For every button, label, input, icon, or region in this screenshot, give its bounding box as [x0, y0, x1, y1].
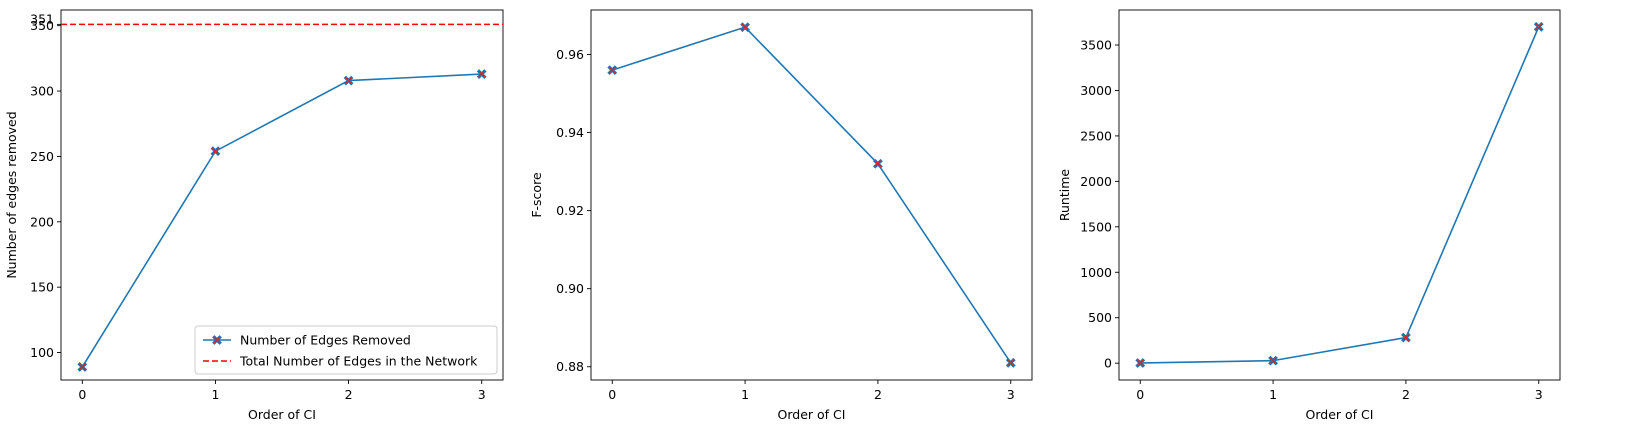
x-tick-label: 3	[1535, 387, 1543, 402]
y-tick-label: 1500	[1080, 219, 1112, 234]
data-point	[740, 22, 750, 33]
chart-panel-3: 0 500 1000 1500 2000 2500 3000 3500 0 1 2 3 Order of…	[1057, 9, 1561, 422]
y-tick-label: 200	[30, 214, 54, 229]
y-tick-label: 2500	[1080, 128, 1112, 143]
y-tick-label: 250	[30, 149, 54, 164]
series-line	[1140, 26, 1540, 364]
legend-box	[194, 325, 498, 375]
legend: Number of Edges Removed Total Number of E…	[194, 325, 498, 375]
data-point	[77, 362, 88, 372]
y-tick-label: 3500	[1080, 38, 1112, 53]
axes-frame	[590, 9, 1033, 381]
data-point	[1401, 332, 1411, 343]
data-point	[607, 65, 618, 76]
x-tick-label: 1	[1269, 387, 1277, 402]
x-tick-label: 3	[478, 387, 486, 402]
data-point	[1268, 355, 1278, 366]
y-tick-label: 100	[30, 345, 54, 360]
y-tick-label: 0.88	[556, 359, 584, 374]
y-tick-label: 0.90	[556, 281, 584, 296]
x-axis-label: Order of CI	[1306, 407, 1374, 422]
axes-frame	[60, 9, 504, 381]
y-axis-label: F-score	[529, 172, 544, 218]
x-tick-label: 0	[1136, 387, 1144, 402]
data-point	[476, 69, 487, 79]
data-point	[210, 146, 221, 157]
x-tick-label: 2	[345, 387, 353, 402]
x-axis-label: Order of CI	[248, 407, 316, 422]
data-point	[1533, 21, 1544, 32]
y-tick-label: 300	[30, 84, 54, 99]
y-tick-label: 2000	[1080, 174, 1112, 189]
y-tick-label: 0.96	[556, 47, 584, 62]
y-tick-label: 3000	[1080, 83, 1112, 98]
x-tick-label: 2	[1402, 387, 1410, 402]
y-axis-label: Runtime	[1057, 169, 1072, 222]
data-point	[1005, 357, 1016, 368]
y-tick-label: 350	[30, 18, 54, 33]
chart-panel-2: 0.88 0.90 0.92 0.94 0.96 0 1 2 3 Order of CI F-sco…	[529, 9, 1033, 422]
y-tick-label: 500	[1088, 310, 1112, 325]
axes-frame	[1118, 9, 1561, 381]
x-tick-label: 0	[608, 387, 616, 402]
legend-label-series: Number of Edges Removed	[240, 333, 411, 348]
y-tick-label-extra: 351	[30, 11, 54, 26]
series-line	[612, 26, 1012, 364]
data-point	[343, 75, 354, 86]
y-tick-label: 0	[1104, 356, 1112, 371]
y-axis-label: Number of edges removed	[4, 111, 19, 278]
legend-marker	[212, 335, 222, 345]
x-tick-label: 1	[211, 387, 219, 402]
series-line	[81, 73, 482, 368]
x-tick-label: 2	[874, 387, 882, 402]
legend-label-total: Total Number of Edges in the Network	[239, 354, 478, 369]
y-tick-label: 0.92	[556, 203, 584, 218]
x-tick-label: 0	[78, 387, 86, 402]
y-tick-label: 0.94	[556, 125, 584, 140]
x-axis-label: Order of CI	[778, 407, 846, 422]
data-point	[873, 158, 883, 169]
data-point	[1135, 358, 1146, 368]
y-tick-label: 150	[30, 280, 54, 295]
y-tick-label: 1000	[1080, 265, 1112, 280]
x-tick-label: 3	[1007, 387, 1015, 402]
x-tick-label: 1	[741, 387, 749, 402]
